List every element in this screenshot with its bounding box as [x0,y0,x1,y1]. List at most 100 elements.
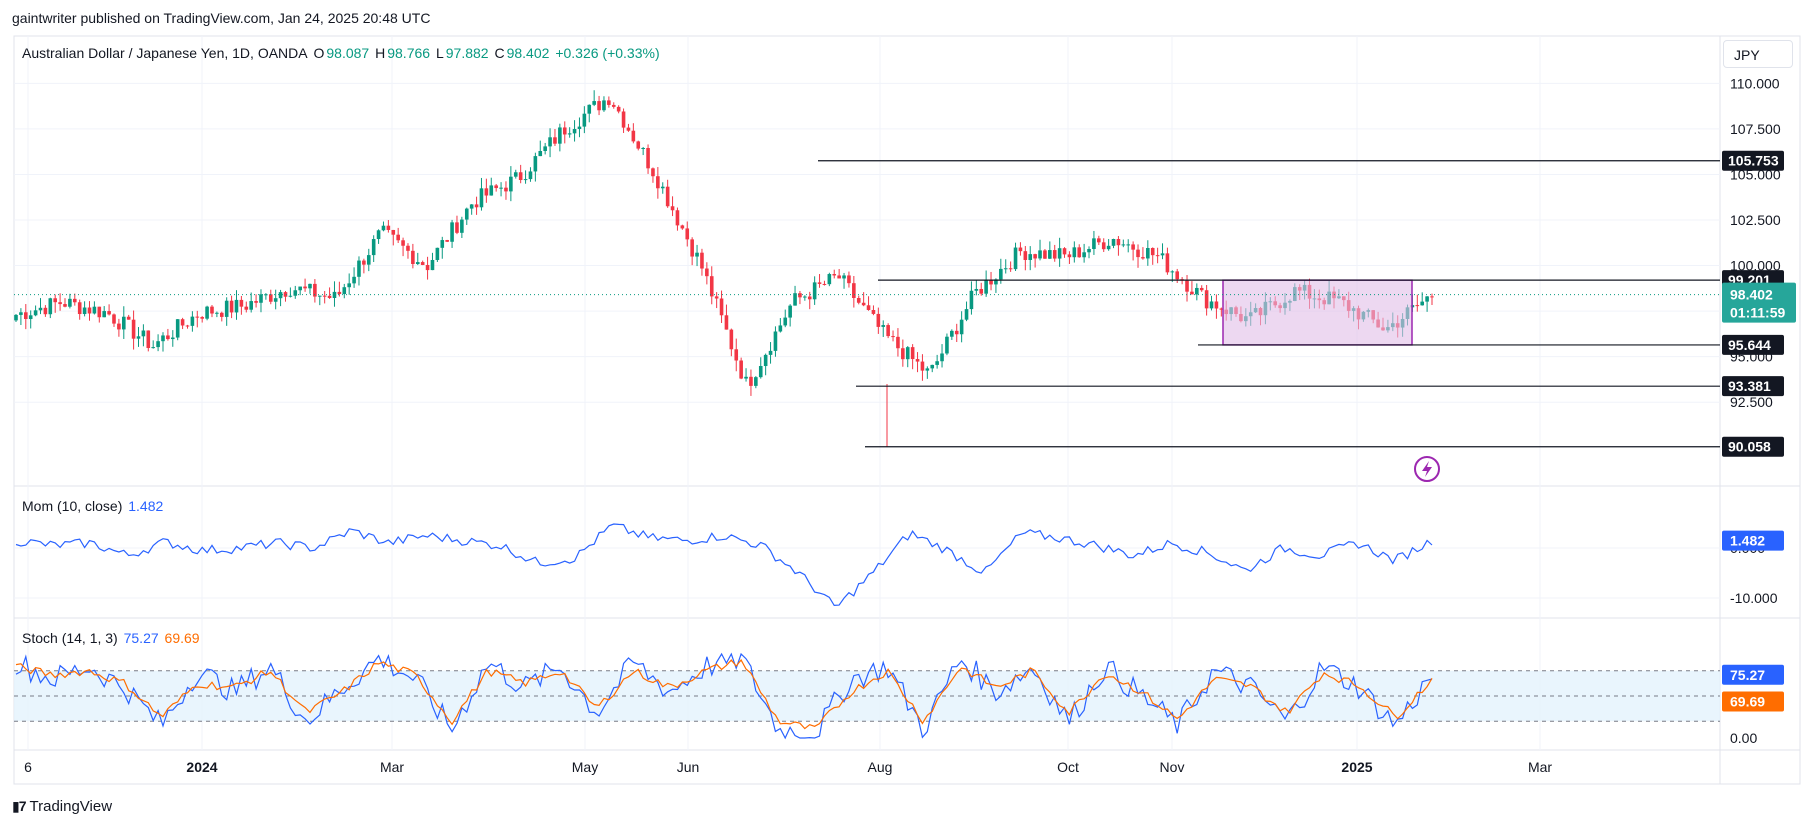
candle-body [1087,249,1091,253]
candle-body [803,296,807,298]
last-price-label: 98.402 [1730,287,1773,303]
candle-body [77,302,82,315]
candle-body [23,312,28,320]
candle-body [264,294,268,296]
candle-body [719,298,724,316]
candle-body [959,319,964,335]
candle-body [665,186,670,207]
candle-body [1052,250,1057,259]
candle-body [342,287,347,295]
candle-body [509,176,513,192]
candle-body [249,301,253,310]
x-tick-label: Oct [1057,759,1079,775]
level-tag [1722,150,1784,171]
stoch-band [14,670,1720,722]
y-tick-label: 110.000 [1730,75,1780,91]
x-tick-label: Aug [868,759,893,775]
candle-body [166,335,170,340]
level-tag-label: 93.381 [1728,378,1771,394]
candle-body [896,336,900,349]
candle-body [474,204,479,208]
candle-body [117,323,121,330]
lightning-icon [1422,461,1432,477]
candle-body [1185,280,1189,292]
candle-body [611,104,616,107]
candle-body [504,187,508,192]
candle-body [82,307,87,315]
candle-body [905,347,910,360]
candle-body [577,126,582,130]
candle-body [729,329,734,350]
candle-body [48,298,53,315]
currency-button[interactable]: JPY [1723,40,1793,68]
candle-body [126,316,131,320]
candle-body [739,360,743,379]
candle-body [705,268,709,277]
candle-body [460,219,464,233]
candle-body [974,288,979,291]
candle-body [562,127,567,135]
x-tick-label: 2024 [186,759,217,775]
candle-body [298,286,302,291]
candle-body [68,298,72,307]
candle-body [112,314,116,324]
candle-body [592,101,596,105]
candle-body [425,264,430,271]
candle-body [1170,271,1175,273]
candle-body [239,299,244,307]
candle-body [435,247,440,260]
candle-body [234,299,239,313]
candle-body [861,302,866,306]
candle-body [670,206,675,211]
candle-body [254,301,258,303]
candle-body [1008,268,1013,270]
open-value: 98.087 [326,45,370,61]
candle-body [543,146,547,151]
candle-body [827,274,832,285]
candle-body [685,228,690,240]
candle-body [215,312,219,314]
candle-body [807,296,812,300]
candle-body [1195,287,1199,295]
candle-body [646,148,650,169]
candle-body [401,240,405,246]
candle-body [1077,247,1082,258]
candle-body [793,293,797,306]
candle-body [1023,251,1028,260]
candle-body [288,295,293,297]
x-tick-label: May [572,759,598,775]
candle-body [935,361,939,365]
candle-body [1101,242,1106,250]
footer-brand[interactable]: TradingView [29,798,113,815]
candle-body [219,312,224,317]
candle-body [180,319,185,326]
candle-body [371,239,376,256]
level-tag [1722,334,1784,355]
y-tick-label: 107.500 [1730,121,1781,137]
x-tick-label: Mar [1528,759,1552,775]
publisher-header: gaintwriter published on TradingView.com… [12,10,431,26]
candle-body [1062,248,1067,255]
candle-body [268,294,273,302]
candle-body [1136,249,1140,258]
candle-body [1043,250,1047,259]
candle-body [489,185,494,196]
candle-body [347,283,351,288]
candle-body [553,137,557,144]
candle-body [734,349,739,361]
level-tag [1722,436,1784,457]
candle-body [1048,250,1052,259]
low-value: 97.882 [445,45,489,61]
tradingview-logo-icon: ▮7 [12,798,26,814]
candle-body [930,364,935,369]
y-tick-label: 0.00 [1730,730,1757,746]
candle-body [641,148,645,150]
candle-body [945,336,949,354]
last-price-tag [1722,282,1796,323]
candle-body [636,141,641,149]
candle-body [205,306,209,319]
candle-body [1199,287,1204,291]
candle-body [303,286,307,289]
candle-body [597,101,601,111]
